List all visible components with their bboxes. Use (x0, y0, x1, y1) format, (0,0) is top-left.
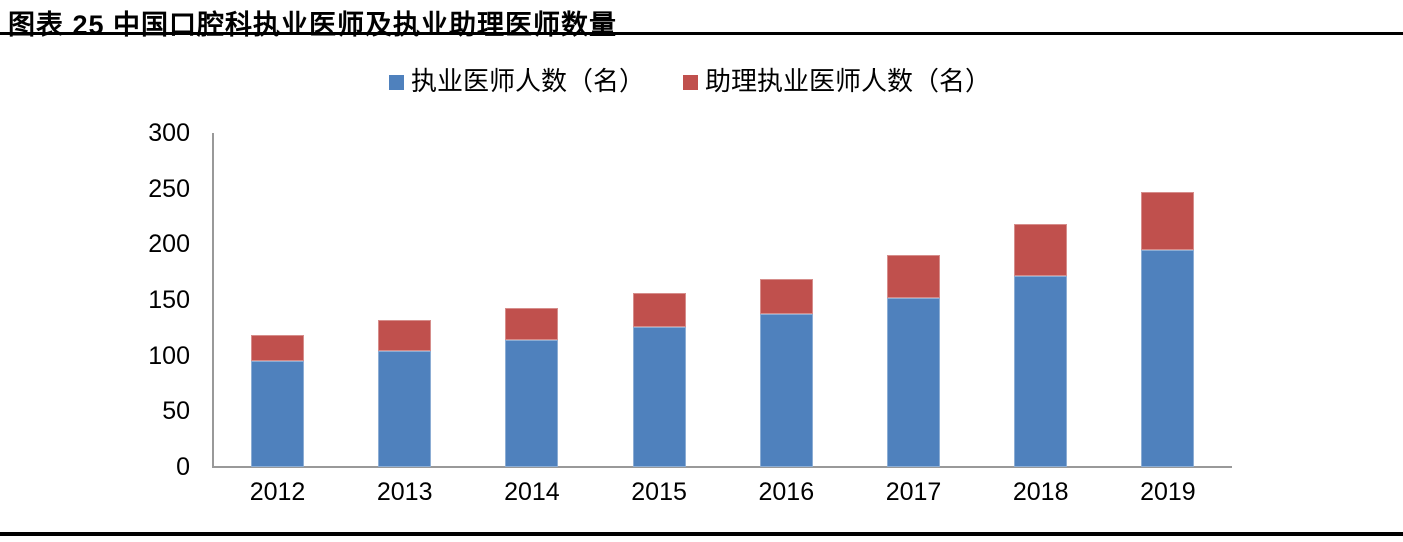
bar-segment-practitioners-2012 (251, 361, 304, 467)
bar-segment-practitioners-2016 (759, 314, 813, 467)
bar-segment-assistants-2015 (632, 293, 686, 327)
bar-segment-assistants-2012 (251, 335, 304, 361)
chart-legend: 执业医师人数（名） 助理执业医师人数（名） (389, 66, 991, 96)
legend-item: 执业医师人数（名） (389, 66, 645, 96)
legend-swatch-red-icon (683, 74, 699, 90)
bar-segment-assistants-2019 (1141, 192, 1195, 250)
y-tick-label: 100 (148, 341, 190, 370)
x-tick-label: 2013 (376, 478, 433, 506)
x-tick-label: 2015 (631, 478, 687, 506)
y-tick-label: 0 (176, 453, 190, 481)
legend-label: 助理执业医师人数（名） (705, 66, 992, 96)
bar-segment-practitioners-2018 (1014, 276, 1068, 467)
bar-segment-assistants-2018 (1014, 224, 1068, 276)
x-tick-label: 2012 (249, 478, 306, 506)
x-tick-label: 2014 (504, 478, 560, 506)
x-axis-line (212, 466, 1232, 468)
y-axis-line (212, 133, 214, 467)
bar-segment-assistants-2016 (759, 279, 813, 314)
x-tick-label: 2017 (885, 478, 942, 506)
bar-segment-practitioners-2014 (505, 340, 559, 467)
legend-item: 助理执业医师人数（名） (683, 66, 991, 96)
bar-segment-practitioners-2015 (632, 327, 686, 467)
bar-segment-assistants-2013 (378, 320, 432, 351)
x-tick-label: 2016 (758, 478, 815, 506)
x-tick-label: 2019 (1140, 478, 1196, 506)
y-tick-label: 250 (148, 174, 190, 203)
y-tick-label: 200 (148, 230, 190, 259)
y-tick-label: 300 (148, 119, 190, 147)
legend-label: 执业医师人数（名） (411, 66, 646, 96)
bar-segment-practitioners-2013 (378, 351, 432, 467)
y-tick-label: 150 (148, 286, 190, 314)
bottom-rule (0, 532, 1403, 536)
x-tick-label: 2018 (1012, 478, 1069, 506)
chart-title: 图表 25 中国口腔科执业医师及执业助理医师数量 (8, 10, 618, 40)
bar-segment-assistants-2014 (505, 308, 559, 340)
bar-segment-practitioners-2019 (1141, 250, 1195, 467)
legend-swatch-blue-icon (389, 74, 404, 90)
title-rule (0, 32, 1403, 35)
y-tick-label: 50 (162, 397, 190, 426)
bar-segment-assistants-2017 (887, 255, 940, 298)
bar-segment-practitioners-2017 (887, 298, 940, 467)
